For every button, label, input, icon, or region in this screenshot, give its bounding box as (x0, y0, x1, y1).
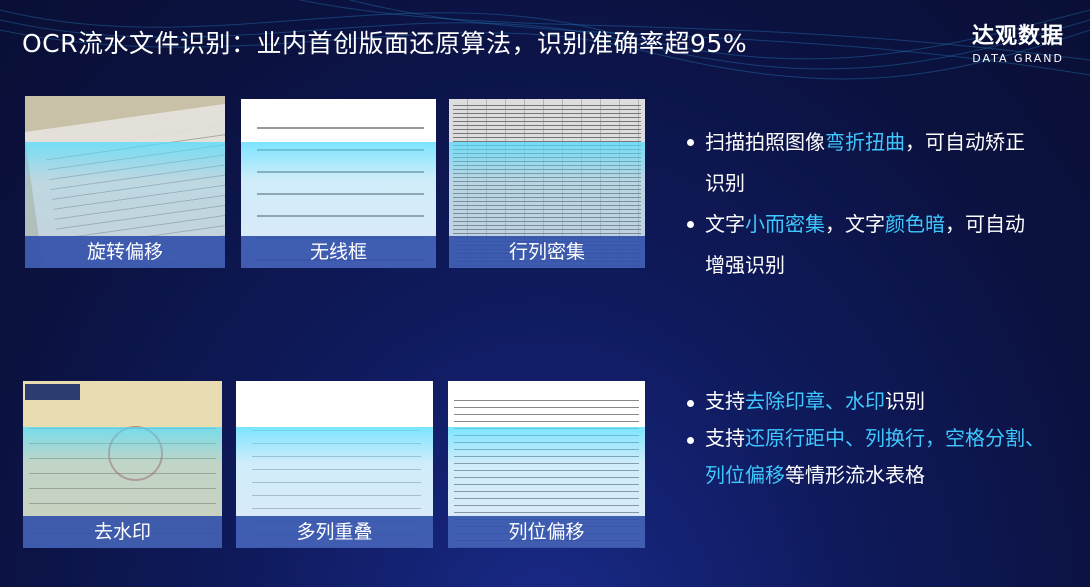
card-watermark: 去水印 (23, 381, 222, 548)
card-caption: 多列重叠 (236, 516, 433, 548)
logo-cn: 达观数据 (971, 24, 1064, 49)
top-bullets: 扫描拍照图像弯折扭曲，可自动矫正识别 文字小而密集，文字颜色暗，可自动增强识别 (687, 122, 1037, 286)
card-dense: 行列密集 (449, 99, 645, 268)
page-title: OCR流水文件识别：业内首创版面还原算法，识别准确率超95% (22, 29, 748, 58)
logo: 达观数据 DATA GRAND (972, 18, 1064, 65)
card-rotation: 旋转偏移 (25, 96, 225, 268)
bottom-bullets: 支持去除印章、水印识别 支持还原行距中、列换行，空格分割、列位偏移等情形流水表格 (687, 383, 1057, 494)
bullet-item: 扫描拍照图像弯折扭曲，可自动矫正识别 (687, 122, 1037, 204)
card-multi-column: 多列重叠 (236, 381, 433, 548)
card-caption: 列位偏移 (448, 516, 645, 548)
card-caption: 旋转偏移 (25, 236, 225, 268)
card-caption: 行列密集 (449, 236, 645, 268)
card-caption: 无线框 (241, 236, 436, 268)
card-column-offset: 列位偏移 (448, 381, 645, 548)
bullet-item: 支持去除印章、水印识别 (687, 383, 1057, 420)
logo-en: DATA GRAND (972, 52, 1064, 65)
bullet-item: 支持还原行距中、列换行，空格分割、列位偏移等情形流水表格 (687, 420, 1057, 494)
bullet-item: 文字小而密集，文字颜色暗，可自动增强识别 (687, 204, 1037, 286)
decorative-waves (0, 0, 1090, 80)
card-no-border: 无线框 (241, 99, 436, 268)
card-caption: 去水印 (23, 516, 222, 548)
